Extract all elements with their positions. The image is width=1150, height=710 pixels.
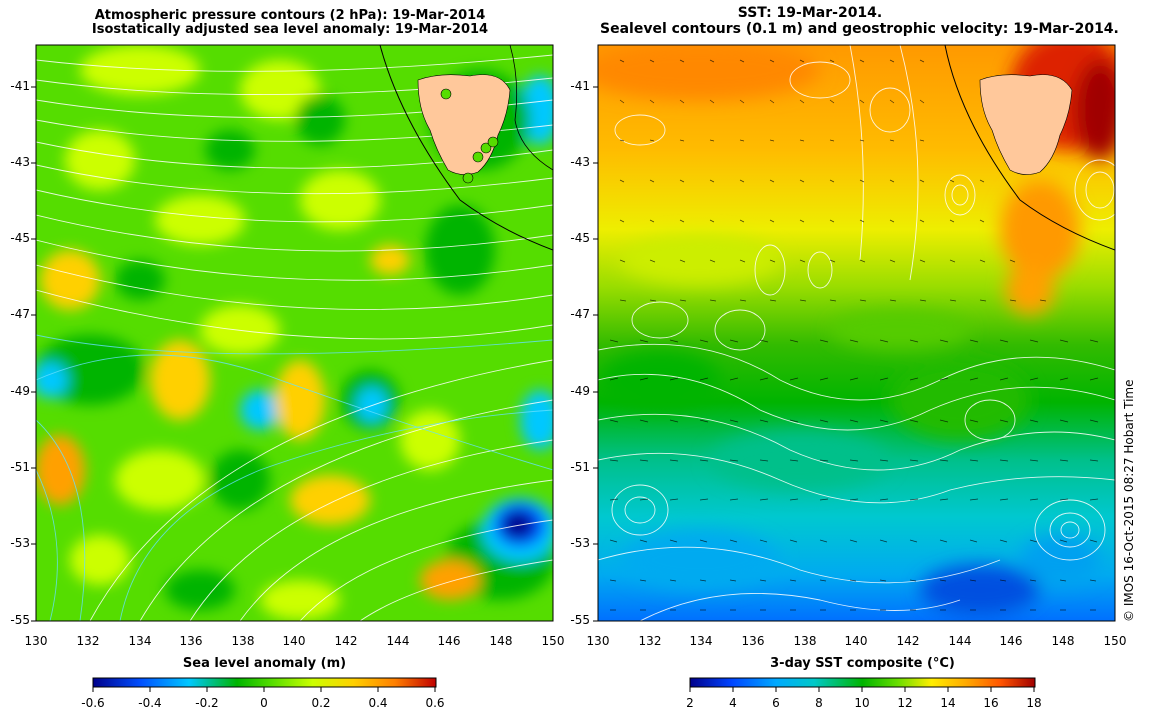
left-title-line2: Isostatically adjusted sea level anomaly… (91, 22, 489, 37)
right-colorbar-tick: 6 (772, 696, 780, 710)
right-lat-tick: -49 (570, 384, 590, 398)
right-lon-tick: 144 (948, 634, 972, 648)
left-lon-tick: 150 (541, 634, 565, 648)
right-lon-tick: 138 (793, 634, 817, 648)
right-colorbar-tick: 14 (940, 696, 956, 710)
left-lon-tick: 132 (76, 634, 100, 648)
copyright-text: © IMOS 16-Oct-2015 08:27 Hobart Time (1122, 379, 1136, 622)
right-colorbar-tick: 12 (897, 696, 913, 710)
left-colorbar-tick: -0.4 (138, 696, 162, 710)
right-lon-tick: 136 (741, 634, 765, 648)
right-colorbar-tick: 10 (854, 696, 870, 710)
right-colorbar-tick: 18 (1026, 696, 1042, 710)
left-lat-tick: -41 (10, 79, 30, 93)
left-lat-tick: -51 (10, 460, 30, 474)
right-lon-tick: 146 (999, 634, 1023, 648)
right-lat-tick: -51 (570, 460, 590, 474)
right-lat-tick: -45 (570, 231, 590, 245)
left-lat-tick: -53 (10, 536, 30, 550)
sst-field (598, 45, 1115, 621)
left-colorbar (92, 677, 437, 688)
right-lat-tick: -53 (570, 536, 590, 550)
left-colorbar-tick: -0.6 (81, 696, 105, 710)
right-lat-tick: -55 (570, 613, 590, 627)
right-colorbar (689, 677, 1036, 688)
sla-field (36, 45, 553, 621)
right-colorbar-tick: 2 (686, 696, 694, 710)
tasmania-land-right (979, 74, 1073, 175)
right-lon-tick: 132 (638, 634, 662, 648)
right-lon-tick: 150 (1103, 634, 1127, 648)
right-lon-tick: 148 (1051, 634, 1075, 648)
right-colorbar-tick: 16 (983, 696, 999, 710)
left-colorbar-tick: -0.2 (195, 696, 219, 710)
left-lon-tick: 146 (437, 634, 461, 648)
left-lon-tick: 144 (386, 634, 410, 648)
left-colorbar-label: Sea level anomaly (m) (182, 656, 347, 671)
left-colorbar-tick: 0.6 (425, 696, 445, 710)
left-lat-tick: -47 (10, 307, 30, 321)
right-colorbar-tick: 8 (815, 696, 823, 710)
left-colorbar-tick: 0.2 (311, 696, 331, 710)
left-lon-tick: 140 (282, 634, 306, 648)
left-lon-tick: 138 (231, 634, 255, 648)
right-colorbar-label: 3-day SST composite (°C) (770, 656, 955, 671)
left-lat-tick: -49 (10, 384, 30, 398)
left-lat-tick: -55 (10, 613, 30, 627)
left-colorbar-tick: 0.4 (368, 696, 388, 710)
right-colorbar-tick: 4 (729, 696, 737, 710)
right-lat-tick: -43 (570, 155, 590, 169)
left-lon-tick: 134 (128, 634, 152, 648)
right-lon-tick: 142 (896, 634, 920, 648)
left-lon-tick: 148 (489, 634, 513, 648)
right-lat-tick: -47 (570, 307, 590, 321)
left-lon-tick: 130 (24, 634, 48, 648)
right-lon-tick: 140 (844, 634, 868, 648)
left-lon-tick: 142 (334, 634, 358, 648)
right-lon-tick: 130 (586, 634, 610, 648)
left-title-line1: Atmospheric pressure contours (2 hPa): 1… (94, 8, 486, 23)
left-colorbar-tick: 0 (260, 696, 268, 710)
left-lat-tick: -45 (10, 231, 30, 245)
right-title-line1: SST: 19-Mar-2014. (737, 5, 883, 21)
right-lat-tick: -41 (570, 79, 590, 93)
right-title-line2: Sealevel contours (0.1 m) and geostrophi… (600, 21, 1119, 37)
left-lat-tick: -43 (10, 155, 30, 169)
left-lon-tick: 136 (179, 634, 203, 648)
right-lon-tick: 134 (689, 634, 713, 648)
